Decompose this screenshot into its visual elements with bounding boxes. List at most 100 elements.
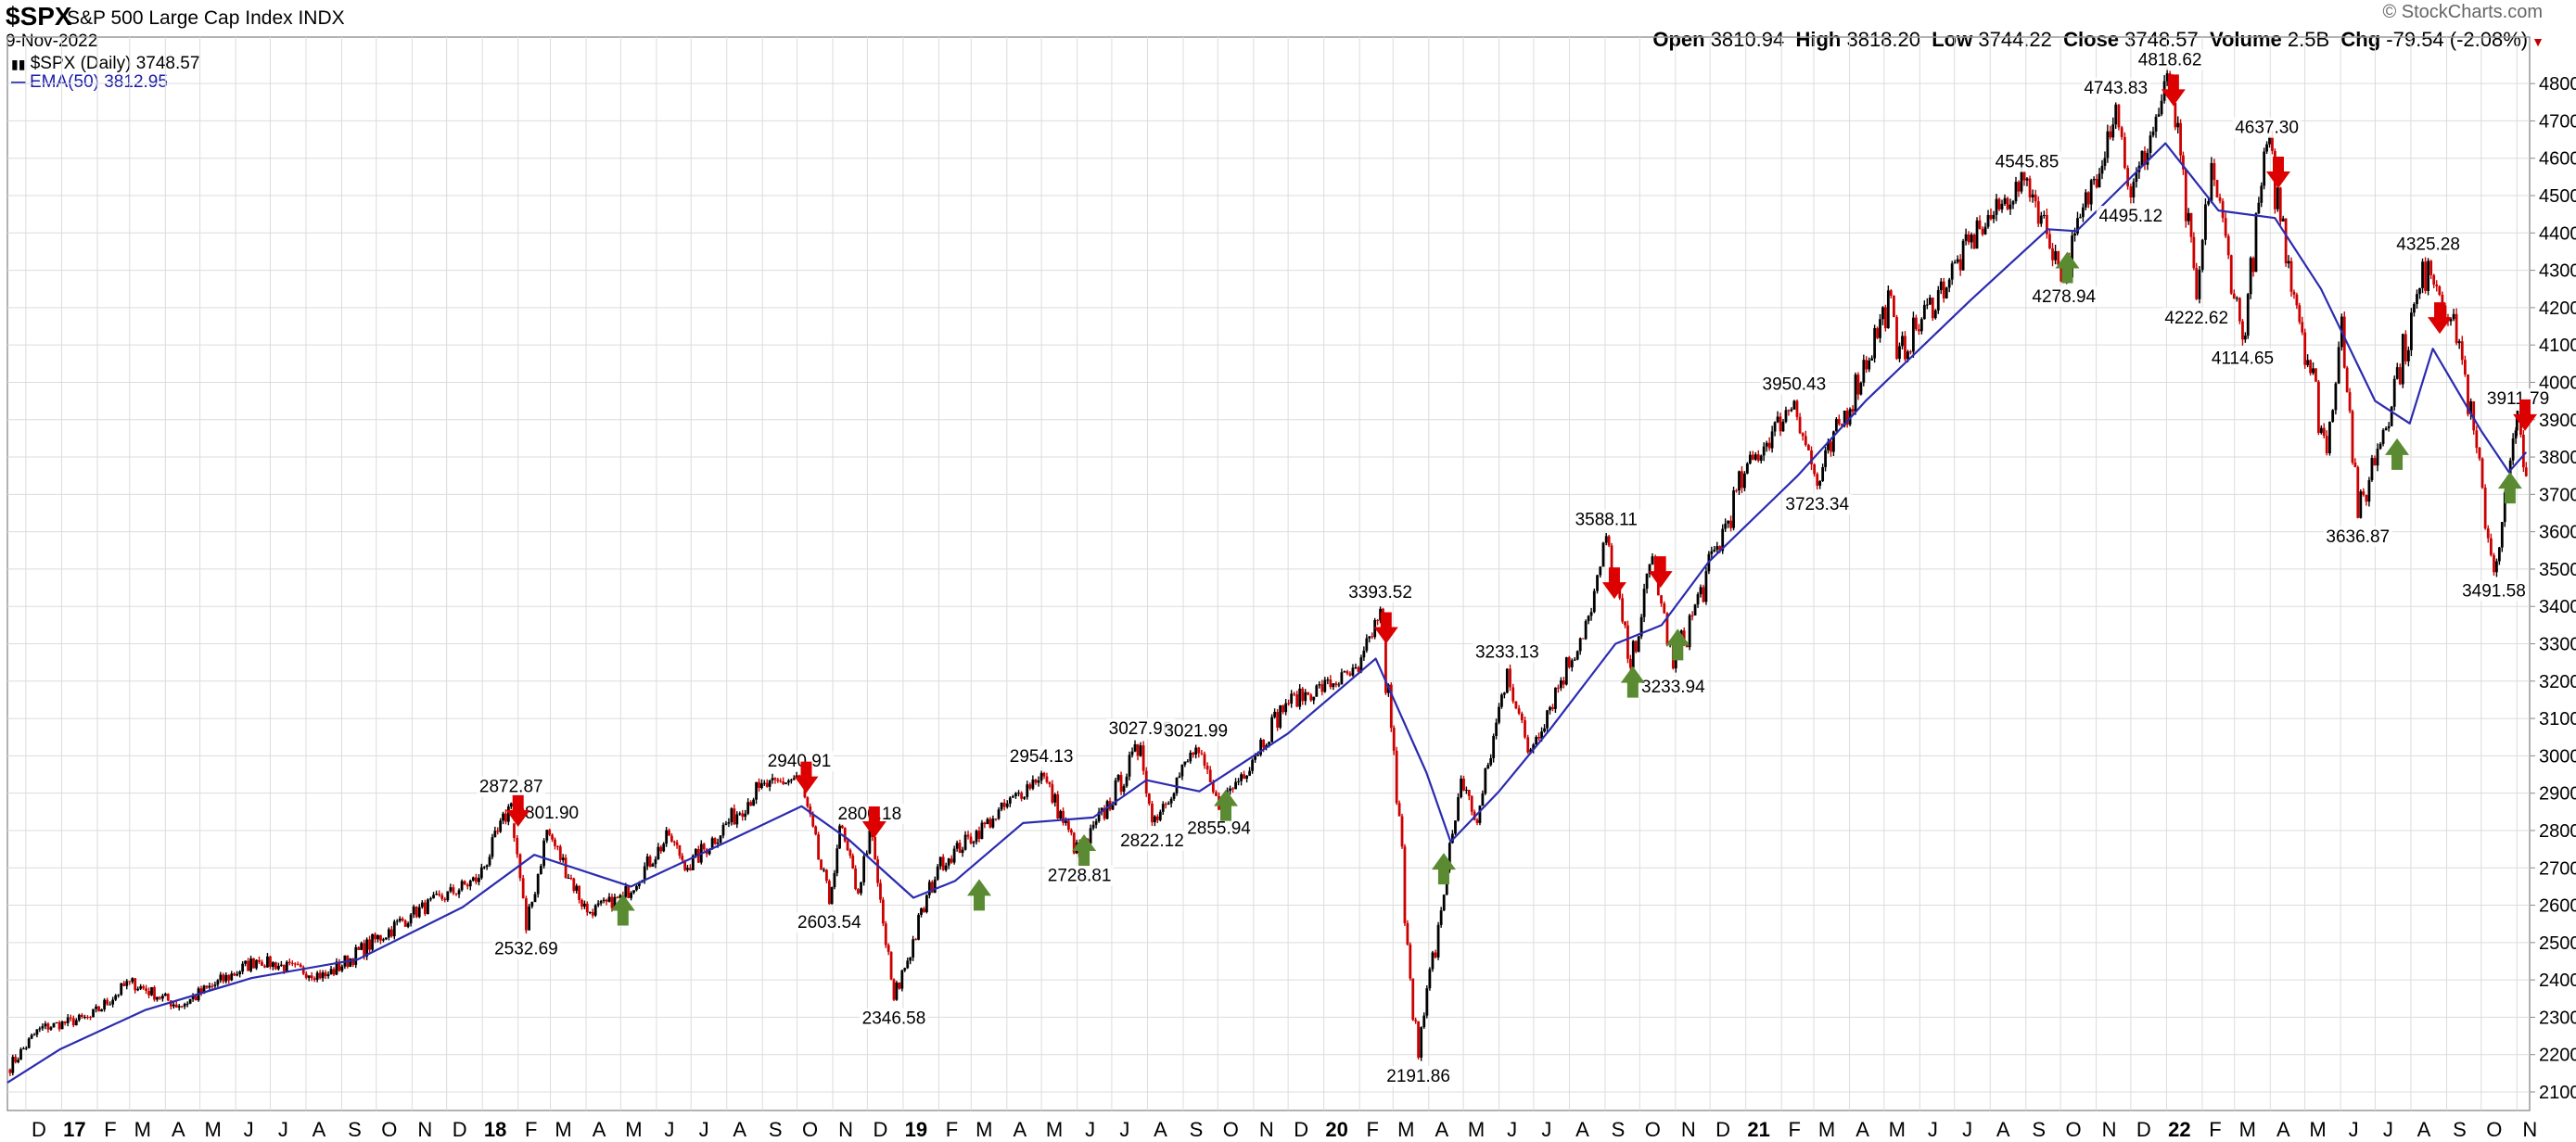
x-tick-label: J — [1507, 1118, 1517, 1141]
candle-body — [479, 867, 483, 879]
candle-body — [889, 951, 893, 980]
candle-body — [1259, 739, 1263, 755]
value-label-bg — [2162, 307, 2231, 328]
candle-body — [86, 1016, 89, 1018]
candle-body — [382, 939, 385, 941]
candle-body — [1939, 281, 1943, 290]
candle-body — [1827, 441, 1830, 450]
candle-body — [1884, 307, 1887, 328]
candle-body — [1790, 409, 1793, 412]
candle-body — [2467, 374, 2469, 414]
candle-body — [172, 1004, 175, 1007]
candle-body — [1840, 424, 1843, 426]
x-tick-label: J — [1119, 1118, 1129, 1141]
candle-body — [2263, 151, 2266, 186]
candle-body — [2387, 425, 2391, 429]
candle-body — [716, 843, 720, 844]
candle-body — [1011, 795, 1014, 798]
candle-body — [349, 958, 352, 968]
candle-body — [1320, 684, 1324, 692]
y-tick-label: 3700 — [2539, 485, 2576, 505]
candle-body — [125, 981, 129, 986]
up-arrow-icon — [1665, 628, 1690, 661]
candle-body — [1696, 594, 1700, 605]
candle-body — [662, 844, 666, 852]
candle-body — [909, 957, 912, 961]
candle-body — [874, 837, 877, 860]
candle-body — [1005, 803, 1009, 807]
candle-body — [758, 781, 760, 789]
candle-body — [997, 809, 1001, 819]
candle-body — [2328, 422, 2331, 454]
x-tick-label: A — [1855, 1118, 1869, 1141]
candle-body — [2022, 171, 2026, 181]
x-tick-label: D — [453, 1118, 467, 1141]
candle-body — [975, 831, 978, 843]
candle-body — [2356, 466, 2360, 518]
candle-body — [1526, 737, 1530, 753]
candle-body — [755, 781, 758, 800]
candle-body — [395, 920, 399, 922]
candlestick-icon: ▮▮ — [11, 57, 26, 71]
candle-body — [1042, 772, 1046, 777]
candle-body — [502, 813, 504, 821]
candle-body — [593, 905, 597, 916]
candle-body — [1862, 360, 1866, 383]
candle-body — [1136, 743, 1140, 756]
value-label-bg — [2029, 286, 2098, 308]
candle-body — [963, 834, 967, 850]
candle-body — [1498, 706, 1500, 723]
candle-body — [583, 903, 586, 907]
candle-body — [1729, 520, 1732, 528]
candle-body — [1715, 546, 1719, 550]
candle-body — [1237, 780, 1240, 782]
candle-body — [1898, 346, 1901, 360]
candle-body — [1500, 694, 1503, 707]
candle-body — [128, 981, 132, 983]
candle-body — [1626, 625, 1629, 659]
index-name-text: S&P 500 Large Cap Index — [67, 7, 293, 29]
x-tick-label: A — [593, 1118, 606, 1141]
candle-body — [412, 907, 415, 915]
candle-body — [1765, 442, 1768, 447]
candle-body — [2480, 458, 2484, 489]
x-tick-label: F — [1788, 1118, 1800, 1141]
candle-body — [1282, 705, 1285, 713]
candle-body — [2114, 104, 2118, 125]
candle-body — [202, 985, 206, 994]
candle-body — [432, 895, 435, 899]
candle-body — [825, 869, 828, 882]
candle-body — [142, 986, 146, 989]
candle-body — [548, 830, 552, 835]
candle-body — [779, 780, 783, 782]
candle-body — [1517, 708, 1521, 714]
candle-body — [1784, 410, 1788, 423]
candle-body — [955, 843, 959, 849]
value-label: 3393.52 — [1348, 583, 1412, 603]
candle-body — [768, 780, 772, 787]
candle-body — [1470, 795, 1473, 812]
candle-body — [318, 972, 322, 979]
candle-body — [1362, 650, 1366, 658]
candle-body — [1186, 761, 1190, 763]
high-label: High — [1795, 28, 1842, 51]
candle-body — [49, 1027, 53, 1030]
candle-body — [156, 996, 159, 1000]
y-tick-label: 3000 — [2539, 746, 2576, 767]
candle-body — [429, 898, 432, 900]
candle-body — [478, 878, 480, 882]
candle-body — [1139, 745, 1142, 756]
candle-body — [1065, 820, 1067, 823]
candle-body — [1323, 679, 1327, 692]
candle-body — [2322, 427, 2326, 437]
candle-body — [255, 959, 258, 969]
candle-body — [578, 885, 580, 900]
candle-body — [491, 837, 494, 857]
candle-body — [2086, 192, 2090, 205]
candle-body — [1743, 473, 1746, 489]
candle-body — [2132, 182, 2136, 197]
candle-body — [454, 893, 458, 895]
candle-body — [2057, 250, 2060, 265]
candle-body — [1128, 755, 1131, 777]
candle-body — [1089, 828, 1092, 844]
